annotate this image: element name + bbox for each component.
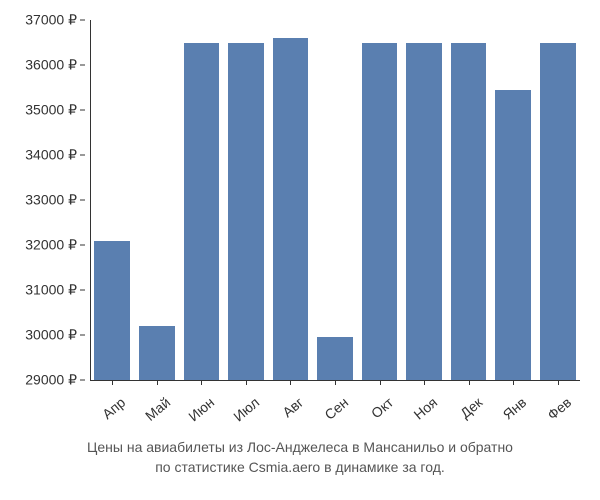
x-tick-label: Апр	[91, 394, 129, 429]
bar	[228, 43, 264, 381]
x-tick-label: Фев	[536, 394, 574, 429]
x-tick-mark	[513, 380, 514, 385]
x-tick-mark	[112, 380, 113, 385]
y-tick-mark	[80, 200, 85, 201]
x-tick-mark	[380, 380, 381, 385]
x-axis-labels: АпрМайИюнИюлАвгСенОктНояДекЯнвФев	[90, 388, 580, 438]
bar	[362, 43, 398, 381]
bar	[94, 241, 130, 381]
y-tick-mark	[80, 380, 85, 381]
x-tick-label: Дек	[447, 394, 485, 429]
x-tick-mark	[558, 380, 559, 385]
caption-line-1: Цены на авиабилеты из Лос-Анджелеса в Ма…	[87, 439, 513, 455]
bar	[406, 43, 442, 381]
x-tick-mark	[246, 380, 247, 385]
y-axis: 29000 ₽30000 ₽31000 ₽32000 ₽33000 ₽34000…	[0, 20, 85, 380]
y-tick-label: 37000 ₽	[0, 12, 77, 29]
bar	[273, 38, 309, 380]
y-tick-mark	[80, 20, 85, 21]
x-tick-label: Янв	[492, 394, 530, 429]
x-tick-label: Окт	[358, 394, 396, 429]
y-tick-label: 35000 ₽	[0, 102, 77, 119]
x-tick-mark	[424, 380, 425, 385]
x-tick-mark	[157, 380, 158, 385]
bar	[139, 326, 175, 380]
x-tick-label: Сен	[313, 394, 351, 429]
price-chart: 29000 ₽ 30000 ₽ 31000 ₽ 32000 ₽ 33000 ₽ 34000…	[0, 0, 600, 500]
bar	[451, 43, 487, 381]
y-tick-mark	[80, 290, 85, 291]
y-tick-mark	[80, 245, 85, 246]
bar	[540, 43, 576, 381]
plot-area	[90, 20, 580, 380]
bars-group	[90, 20, 580, 380]
y-tick-label: 31000 ₽	[0, 282, 77, 299]
y-tick-mark	[80, 110, 85, 111]
chart-caption: Цены на авиабилеты из Лос-Анджелеса в Ма…	[0, 438, 600, 477]
bar	[495, 90, 531, 380]
y-tick-label: 30000 ₽	[0, 327, 77, 344]
x-tick-label: Авг	[269, 394, 307, 429]
bar	[184, 43, 220, 381]
bar	[317, 337, 353, 380]
y-tick-label: 36000 ₽	[0, 57, 77, 74]
y-tick-label: 34000 ₽	[0, 147, 77, 164]
y-tick-label: 32000 ₽	[0, 237, 77, 254]
x-tick-mark	[201, 380, 202, 385]
x-tick-mark	[335, 380, 336, 385]
y-tick-mark	[80, 155, 85, 156]
y-tick-mark	[80, 335, 85, 336]
x-tick-label: Май	[135, 394, 173, 429]
y-tick-label: 33000 ₽	[0, 192, 77, 209]
y-tick-mark	[80, 65, 85, 66]
x-tick-mark	[290, 380, 291, 385]
caption-line-2: по статистике Csmia.aero в динамике за г…	[155, 459, 445, 475]
x-tick-label: Июл	[224, 394, 262, 429]
x-tick-label: Ноя	[403, 394, 441, 429]
x-tick-mark	[469, 380, 470, 385]
y-tick-label: 29000 ₽	[0, 372, 77, 389]
x-tick-label: Июн	[180, 394, 218, 429]
